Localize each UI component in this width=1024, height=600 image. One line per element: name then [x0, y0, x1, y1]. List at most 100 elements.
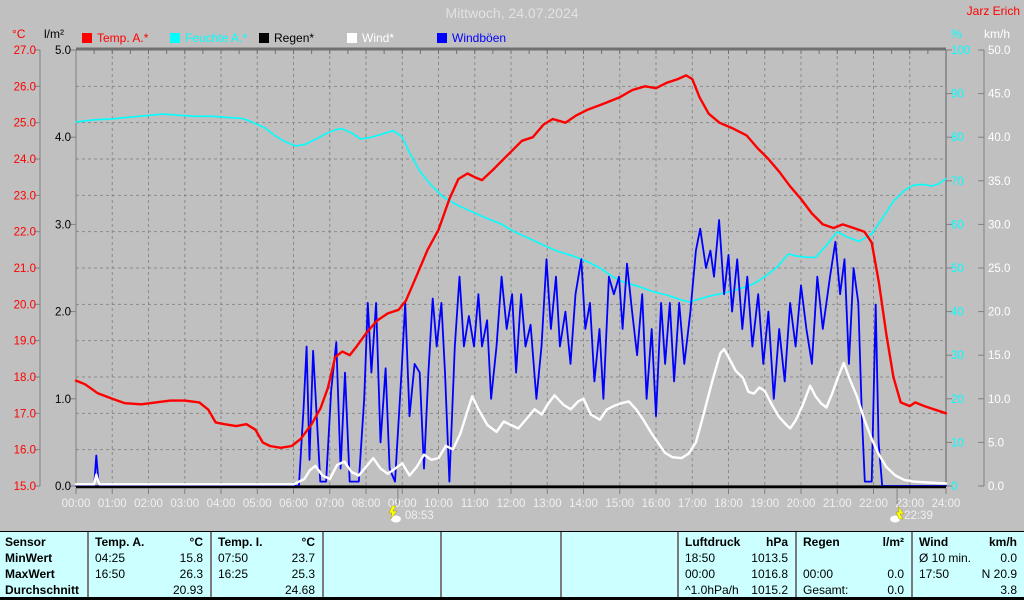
legend-label: Regen* — [274, 31, 315, 45]
col-header-unit: hPa — [765, 535, 788, 549]
bottom-bar — [0, 597, 1024, 600]
legend-item-5: Windböen — [437, 31, 506, 45]
x-tick-label: 04:00 — [207, 498, 236, 510]
humidity-tick-label: 80 — [951, 132, 964, 144]
series-feuchte-a- — [75, 113, 947, 303]
table-separator — [677, 532, 679, 598]
col-header-name: Regen — [803, 535, 840, 549]
legend-item-2: Feuchte A.* — [170, 31, 248, 45]
humidity-tick-label: 50 — [951, 263, 964, 275]
wind-tick-label: 30.0 — [988, 219, 1010, 231]
temp-tick-label: 23.0 — [14, 190, 36, 202]
x-tick-label: 18:00 — [714, 498, 743, 510]
humidity-tick-label: 70 — [951, 176, 964, 188]
temp-tick-label: 15.0 — [14, 481, 36, 493]
rain-tick-label: 4.0 — [55, 132, 71, 144]
col-header-unit: °C — [301, 535, 315, 549]
x-tick-label: 19:00 — [750, 498, 779, 510]
col-header-unit: km/h — [988, 535, 1017, 549]
humidity-tick-label: 100 — [951, 45, 970, 57]
sun-marker-time: 22:39 — [904, 510, 933, 522]
x-tick-label: 05:00 — [243, 498, 272, 510]
x-tick-label: 06:00 — [279, 498, 308, 510]
legend-swatch — [170, 33, 180, 43]
min-time: 18:50 — [685, 551, 716, 565]
max-time: 00:00 — [803, 567, 834, 581]
min-value: 23.7 — [291, 551, 315, 565]
sun-marker-time: 08:53 — [405, 510, 434, 522]
wind-tick-label: 45.0 — [988, 89, 1010, 101]
min-time: 04:25 — [95, 551, 126, 565]
col-header-unit: °C — [189, 535, 203, 549]
x-tick-label: 07:00 — [315, 498, 344, 510]
avg-value: 24.68 — [284, 583, 315, 597]
humidity-tick-label: 90 — [951, 89, 964, 101]
rain-tick-label: 1.0 — [55, 394, 71, 406]
table-separator — [322, 532, 324, 598]
humidity-axis-unit: % — [951, 27, 962, 41]
weather-chart: 15.0 16.0 17.0 18.0 19.0 20.0 21.0 22.0 23.0 24.0… — [14, 45, 1010, 523]
x-tick-label: 11:00 — [461, 498, 489, 510]
rain-tick-label: 2.0 — [55, 307, 71, 319]
wind-tick-label: 50.0 — [988, 45, 1010, 57]
legend-label: Feuchte A.* — [185, 31, 248, 45]
row-label-minwert: MinWert — [5, 551, 53, 565]
series-wind — [74, 347, 948, 486]
temp-tick-label: 24.0 — [14, 154, 36, 166]
temp-tick-label: 21.0 — [14, 263, 36, 275]
max-value: 26.3 — [179, 567, 203, 581]
max-value: 0.0 — [887, 567, 904, 581]
legend-swatch — [259, 33, 269, 43]
legend-label: Wind* — [362, 31, 395, 45]
wind-tick-label: 15.0 — [988, 350, 1010, 362]
x-tick-label: 20:00 — [787, 498, 816, 510]
x-tick-label: 16:00 — [642, 498, 671, 510]
legend-item-3: Regen* — [259, 31, 315, 45]
sunrise-icon — [388, 505, 401, 523]
rain-tick-label: 0.0 — [55, 481, 71, 493]
avg-value: 3.8 — [1000, 583, 1017, 597]
temp-tick-label: 18.0 — [14, 372, 36, 384]
wind-tick-label: 40.0 — [988, 132, 1010, 144]
x-tick-label: 13:00 — [533, 498, 562, 510]
temp-tick-label: 17.0 — [14, 408, 36, 420]
wind-tick-label: 10.0 — [988, 394, 1010, 406]
x-tick-label: 22:00 — [859, 498, 888, 510]
humidity-tick-label: 20 — [951, 394, 964, 406]
station-name: Jarz Erich — [966, 4, 1020, 18]
max-time: 00:00 — [685, 567, 716, 581]
legend-swatch — [437, 33, 447, 43]
x-tick-label: 15:00 — [605, 498, 634, 510]
humidity-tick-label: 30 — [951, 350, 964, 362]
max-value: 1016.8 — [751, 567, 788, 581]
wind-tick-label: 25.0 — [988, 263, 1010, 275]
avg-value: 1015.2 — [751, 583, 788, 597]
weather-table: Sensor MinWert MaxWert Durchschnitt Temp. A.… — [0, 531, 1024, 598]
x-tick-label: 23:00 — [895, 498, 924, 510]
table-separator — [210, 532, 212, 598]
col-header-name: Temp. I. — [218, 535, 263, 549]
humidity-tick-label: 0 — [951, 481, 957, 493]
col-header-name: Luftdruck — [685, 535, 741, 549]
table-separator — [911, 532, 913, 598]
wind-axis-unit: km/h — [984, 27, 1011, 41]
series-temp-a- — [74, 74, 948, 449]
x-tick-label: 21:00 — [823, 498, 852, 510]
humidity-tick-label: 10 — [951, 437, 964, 449]
legend-swatch — [347, 33, 357, 43]
row-label-sensor: Sensor — [5, 535, 46, 549]
x-tick-label: 01:00 — [98, 498, 127, 510]
x-tick-label: 03:00 — [170, 498, 199, 510]
min-value: 1013.5 — [751, 551, 788, 565]
row-label-durchschnitt: Durchschnitt — [5, 583, 80, 597]
avg-time: Gesamt: — [803, 583, 849, 597]
avg-time: ^1.0hPa/h — [685, 583, 739, 597]
max-value: N 20.9 — [981, 567, 1017, 581]
temp-tick-label: 26.0 — [14, 81, 36, 93]
humidity-tick-label: 40 — [951, 307, 964, 319]
wind-tick-label: 20.0 — [988, 307, 1010, 319]
temp-tick-label: 20.0 — [14, 299, 36, 311]
x-tick-label: 02:00 — [134, 498, 163, 510]
x-tick-label: 10:00 — [424, 498, 453, 510]
temp-axis-unit: °C — [12, 27, 26, 41]
